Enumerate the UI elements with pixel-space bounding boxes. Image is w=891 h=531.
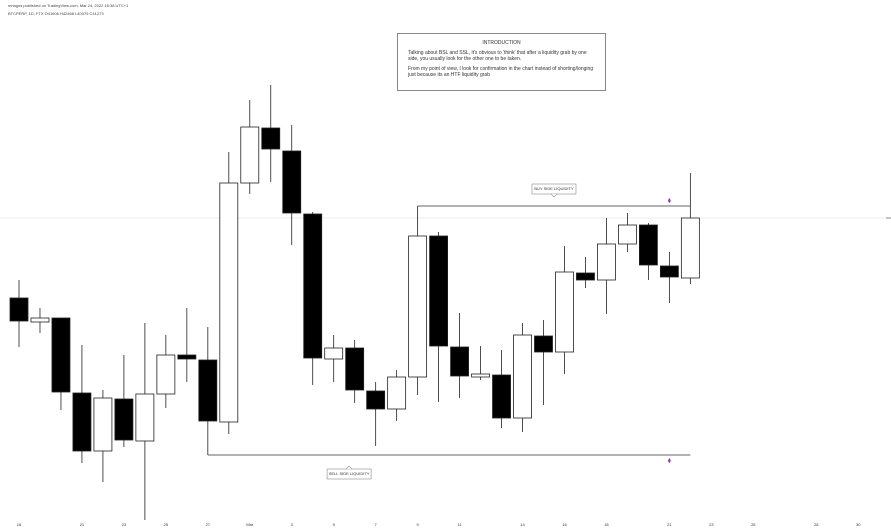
candle-body — [366, 390, 386, 410]
candle-body — [240, 126, 260, 184]
candle-body — [303, 213, 323, 359]
intro-text: From my point of view, I look for confir… — [408, 66, 594, 78]
candle-body — [219, 182, 239, 423]
x-tick-label: 14 — [520, 522, 525, 527]
candle-body — [177, 354, 197, 360]
candle-body — [198, 359, 218, 422]
candle-body — [618, 224, 637, 245]
candle-body — [9, 297, 29, 322]
x-tick-label: 11 — [458, 522, 463, 527]
candle-body — [471, 373, 490, 378]
x-tick-label: 25 — [164, 522, 169, 527]
candle-body — [492, 374, 511, 419]
candle-body — [261, 127, 281, 150]
candle-body — [576, 272, 595, 281]
candle-body — [93, 397, 113, 452]
x-tick-label: 16 — [562, 522, 567, 527]
x-tick-label: 5 — [333, 522, 336, 527]
alert-icon — [668, 198, 671, 203]
candle-body — [114, 398, 134, 441]
x-tick-label: 28 — [814, 522, 819, 527]
candle-body — [387, 376, 407, 410]
intro-title: INTRODUCTION — [482, 40, 521, 46]
level-label: SELL SIDE LIQUIDITY — [329, 471, 370, 476]
candle-body — [680, 217, 700, 279]
intro-text: Talking about BSL and SSL, it's obvious … — [408, 50, 587, 62]
x-tick-label: 27 — [206, 522, 211, 527]
x-tick-label: 23 — [709, 522, 714, 527]
candle-body — [51, 317, 71, 393]
alert-icon — [668, 458, 671, 463]
x-tick-label: 21 — [667, 522, 672, 527]
x-tick-label: 9 — [417, 522, 420, 527]
candle-body — [639, 224, 658, 266]
candle-body — [156, 354, 176, 395]
candle-body — [659, 265, 679, 278]
candle-body — [30, 317, 50, 323]
candle-body — [429, 235, 449, 347]
header-line: BTCPERP, 1D, FTX O41606 H42468 L40075 C4… — [8, 11, 104, 16]
x-tick-label: 21 — [80, 522, 85, 527]
level-label: BUY SIDE LIQUIDITY — [534, 186, 574, 191]
candle-body — [597, 243, 616, 281]
candle-body — [324, 347, 344, 360]
x-tick-label: 25 — [751, 522, 756, 527]
candle-body — [72, 392, 92, 452]
label-pointer — [550, 193, 558, 198]
candle-body — [555, 271, 574, 353]
candle-body — [450, 346, 469, 377]
candle-body — [135, 393, 155, 442]
x-tick-label: 23 — [122, 522, 127, 527]
candle-body — [345, 347, 365, 391]
x-tick-label: 30 — [856, 522, 861, 527]
intro-box: INTRODUCTION Talking about BSL and SSL, … — [397, 33, 606, 91]
candle-body — [513, 334, 532, 419]
x-tick-label: Mar — [246, 522, 254, 527]
x-tick-label: 7 — [375, 522, 378, 527]
candle-body — [408, 235, 428, 378]
candle-body — [282, 150, 302, 214]
label-pointer — [345, 465, 353, 470]
x-tick-label: 18 — [604, 522, 609, 527]
x-tick-label: 18 — [17, 522, 22, 527]
candle-body — [534, 335, 553, 353]
x-tick-label: 3 — [291, 522, 294, 527]
header-line: mrlagos published on TradingView.com, Ma… — [8, 3, 129, 8]
